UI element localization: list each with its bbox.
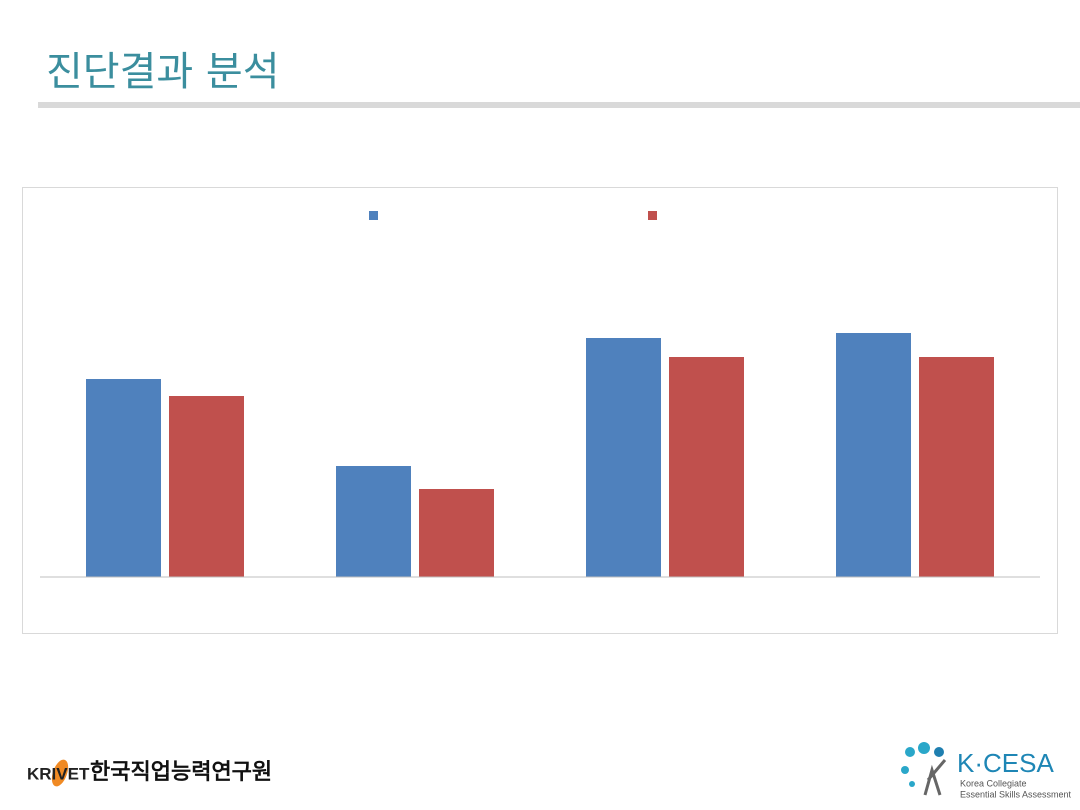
logo-left: KRIVET 한국직업능력연구원: [27, 759, 272, 787]
bar: [169, 396, 244, 577]
logo-line: Korea Collegiate: [960, 778, 1027, 788]
bar: [836, 333, 911, 577]
bar: [86, 379, 161, 577]
logo-right: K·CESA Korea Collegiate Essential Skills…: [901, 742, 1072, 799]
slide-title: 진단결과 분석: [46, 49, 280, 95]
legend-swatch: [648, 211, 657, 220]
logo-dot: [905, 747, 915, 757]
chart: [40, 211, 1040, 578]
bar: [586, 338, 661, 577]
logo-name: 한국직업능력연구원: [90, 760, 272, 785]
logo-abbr: K·CESA: [957, 748, 1054, 778]
logo-dot: [918, 742, 930, 754]
logo-figure: [923, 759, 947, 796]
bar: [336, 466, 411, 577]
logo-dot: [901, 766, 909, 774]
bar: [669, 357, 744, 577]
bar: [419, 489, 494, 577]
logo-abbr: KRIVET: [27, 764, 90, 783]
logo-dot: [909, 781, 915, 787]
legend-swatch: [369, 211, 378, 220]
logo-dot: [934, 747, 944, 757]
logo-line: Essential Skills Assessment: [960, 789, 1072, 799]
title-rule: [38, 102, 1080, 108]
bar: [919, 357, 994, 577]
logo-mark: [51, 759, 69, 787]
